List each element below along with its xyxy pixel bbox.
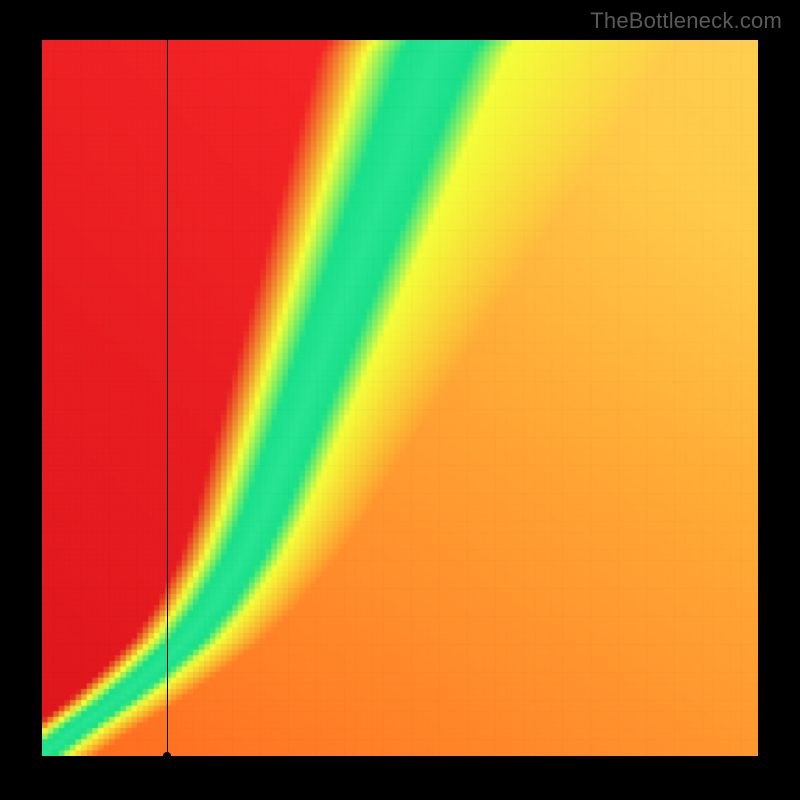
marker-dot bbox=[163, 752, 171, 760]
watermark-text: TheBottleneck.com bbox=[590, 8, 782, 34]
crosshair-vertical bbox=[167, 40, 168, 756]
heatmap-canvas bbox=[42, 40, 758, 756]
plot-frame bbox=[40, 38, 760, 758]
chart-container: TheBottleneck.com bbox=[0, 0, 800, 800]
